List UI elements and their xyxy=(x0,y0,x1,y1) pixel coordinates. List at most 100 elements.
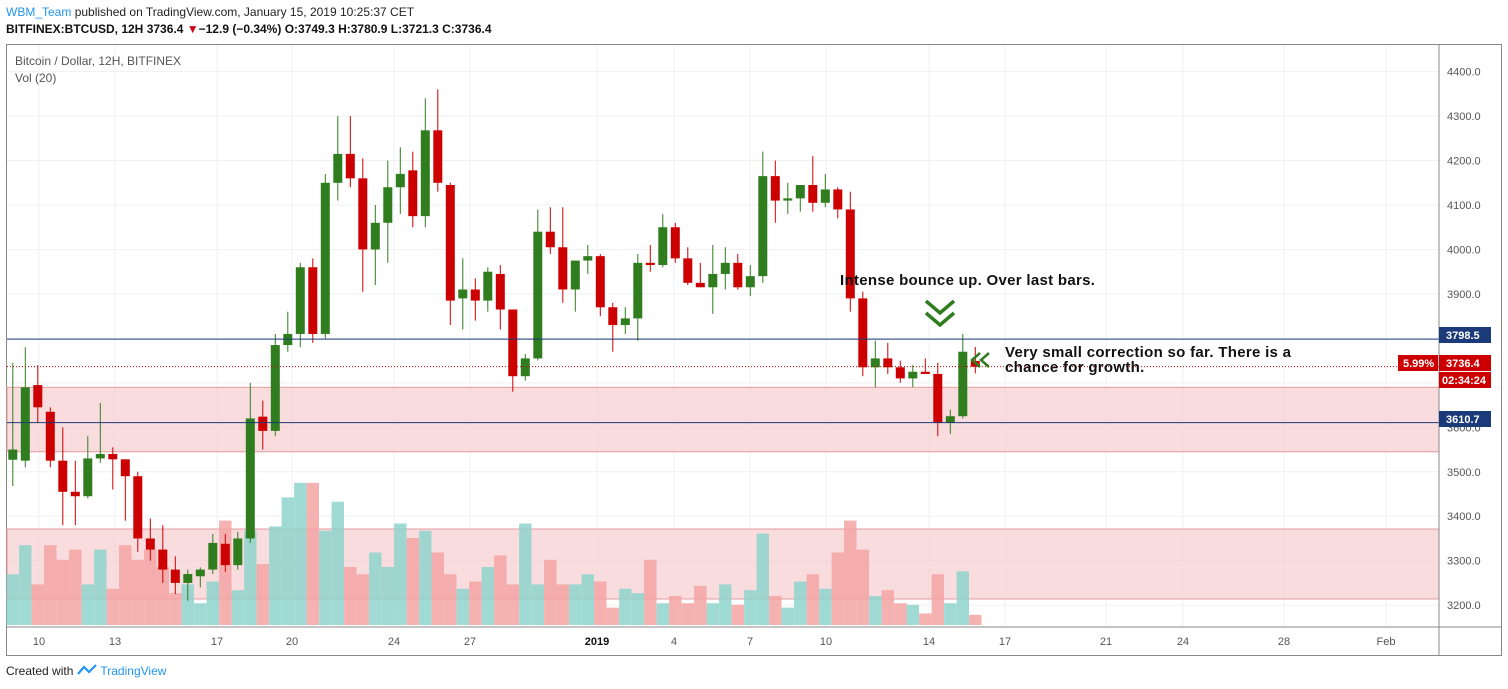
candle-body xyxy=(958,351,968,417)
author-link[interactable]: WBM_Team xyxy=(6,5,72,19)
candle xyxy=(483,267,493,312)
price-tag-high-bg xyxy=(1439,327,1491,343)
countdown-tag: 02:34:24 xyxy=(1442,375,1487,387)
candle xyxy=(670,222,680,263)
candle-body xyxy=(58,460,68,492)
volume-bar xyxy=(306,482,319,625)
candle xyxy=(495,265,505,330)
volume-bar xyxy=(481,567,494,625)
symbol-info: BITFINEX:BTCUSD, 12H 3736.4 ▼−12.9 (−0.3… xyxy=(6,22,492,36)
candle-body xyxy=(333,153,343,183)
double-chevron-down-icon-lower xyxy=(924,311,956,328)
volume-bar xyxy=(656,603,669,625)
volume-bar xyxy=(769,596,782,625)
candle-body xyxy=(120,459,130,477)
candle xyxy=(20,347,30,468)
published-line: published on TradingView.com, January 15… xyxy=(74,5,415,19)
volume-bar xyxy=(281,497,294,625)
chart-axes: 3200.03300.03400.03500.03600.03700.03800… xyxy=(7,45,1502,656)
volume-bar xyxy=(231,590,244,625)
candle xyxy=(358,158,368,292)
candle xyxy=(145,518,155,561)
volume-bar xyxy=(269,526,282,625)
price-tag-current-bg xyxy=(1439,355,1491,371)
volume-bar xyxy=(969,614,982,625)
volume-bar xyxy=(344,567,357,625)
volume-bar xyxy=(44,545,57,625)
candle xyxy=(258,400,268,450)
volume-bar xyxy=(144,549,157,625)
candle xyxy=(170,556,180,595)
candle-body xyxy=(720,262,730,274)
x-tick-label: 24 xyxy=(1177,636,1189,648)
last-price: 3736.4 xyxy=(146,22,184,36)
candle-body xyxy=(845,209,855,299)
candle-body xyxy=(695,282,705,288)
volume-bar xyxy=(431,552,444,625)
candle xyxy=(783,182,793,214)
candle xyxy=(845,191,855,312)
volume-bars xyxy=(6,482,982,625)
volume-bar xyxy=(94,549,107,625)
candle xyxy=(795,185,805,212)
volume-legend: Vol (20) xyxy=(15,71,56,85)
x-tick-label: 10 xyxy=(33,636,45,648)
candle xyxy=(433,89,443,192)
candle xyxy=(8,362,18,487)
volume-bar xyxy=(644,559,657,625)
candle xyxy=(908,365,918,388)
support-zone xyxy=(6,386,1440,453)
candle xyxy=(133,471,143,552)
candle-body xyxy=(545,231,555,248)
candle xyxy=(158,525,168,583)
candle xyxy=(820,173,830,208)
candle-body xyxy=(8,449,18,460)
volume-bar xyxy=(506,584,519,625)
candle xyxy=(408,151,418,228)
x-tick-label: 10 xyxy=(820,636,832,648)
x-tick-label: 24 xyxy=(388,636,400,648)
volume-bar xyxy=(781,607,794,625)
candle-body xyxy=(195,569,205,577)
candle-body xyxy=(758,176,768,277)
tradingview-brand-link[interactable]: TradingView xyxy=(100,664,167,678)
volume-bar xyxy=(69,549,82,625)
candle-body xyxy=(795,185,805,199)
volume-bar xyxy=(831,552,844,625)
candle-body xyxy=(383,187,393,223)
candle xyxy=(420,98,430,228)
candle xyxy=(958,333,968,419)
candle-body xyxy=(358,178,368,250)
candle-body xyxy=(20,387,30,461)
candle xyxy=(195,567,205,588)
candle-body xyxy=(583,256,593,261)
candles xyxy=(8,89,980,601)
candle-body xyxy=(470,289,480,301)
y-tick-label: 3900.0 xyxy=(1447,289,1481,301)
candle xyxy=(745,265,755,297)
candle xyxy=(95,402,105,463)
candle xyxy=(183,569,193,601)
candle-body xyxy=(858,298,868,368)
candle-body xyxy=(733,262,743,288)
volume-bar xyxy=(131,559,144,625)
publish-info: WBM_Team published on TradingView.com, J… xyxy=(6,5,414,19)
candle-body xyxy=(945,416,955,423)
candle xyxy=(345,116,355,188)
volume-bar xyxy=(106,588,119,625)
created-with-label: Created with xyxy=(6,664,74,678)
footer: Created with TradingView xyxy=(6,664,166,679)
candle-body xyxy=(870,358,880,368)
x-tick-label: 27 xyxy=(464,636,476,648)
price-tag-high: 3798.5 xyxy=(1446,330,1480,342)
candle-body xyxy=(245,418,255,539)
volume-bar xyxy=(169,593,182,625)
candle-body xyxy=(820,189,830,203)
candle-body xyxy=(145,538,155,550)
volume-bar xyxy=(181,584,194,625)
volume-bar xyxy=(881,590,894,625)
volume-bar xyxy=(756,533,769,625)
candle-body xyxy=(233,538,243,566)
candle-body xyxy=(908,371,918,379)
